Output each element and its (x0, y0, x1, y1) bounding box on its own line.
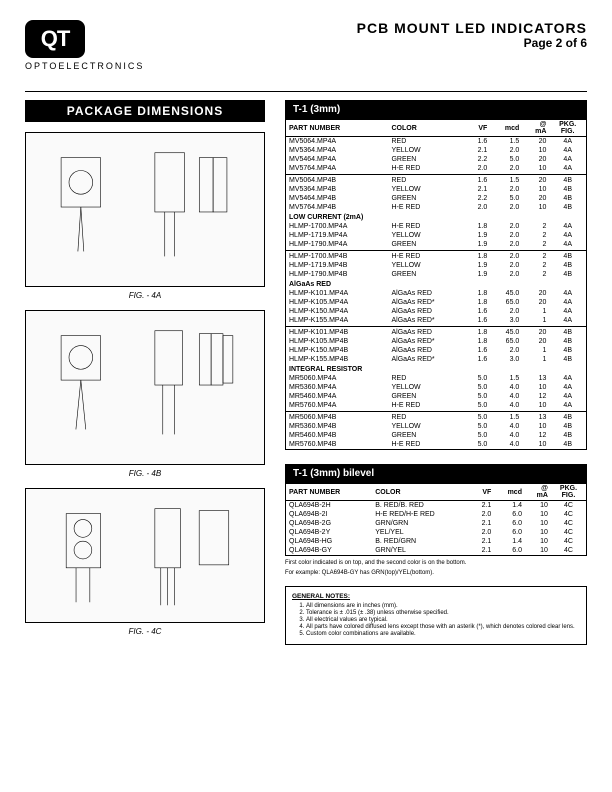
table-row: QLA694B-2HB. RED/B. RED2.11.4104C (286, 501, 587, 511)
figure-4b-drawing (26, 311, 264, 464)
table2: PART NUMBER COLOR VF mcd @mA PKG.FIG. QL… (285, 483, 587, 556)
package-dimensions-bar: PACKAGE DIMENSIONS (25, 100, 265, 122)
table2-title: T-1 (3mm) bilevel (285, 464, 587, 483)
figure-4b-box (25, 310, 265, 465)
th2-color: COLOR (372, 484, 470, 501)
table-row: HLMP-1700.MP4BH-E RED1.82.024B (286, 252, 587, 261)
page-number: Page 2 of 6 (357, 36, 587, 50)
table-row: MV5064.MP4ARED1.61.5204A (286, 137, 587, 147)
table-row: MR5460.MP4BGREEN5.04.0124B (286, 431, 587, 440)
table2-note2: For example: QLA694B-GY has GRN(top)/YEL… (285, 570, 587, 576)
table-row: MV5364.MP4AYELLOW2.12.0104A (286, 146, 587, 155)
table-row: MV5064.MP4BRED1.61.5204B (286, 176, 587, 185)
figure-4c-label: FIG. - 4C (25, 627, 265, 636)
table-row: MR5360.MP4AYELLOW5.04.0104A (286, 383, 587, 392)
table1: PART NUMBER COLOR VF mcd @mA PKG.FIG. MV… (285, 119, 587, 450)
table-row: HLMP-1790.MP4AGREEN1.92.024A (286, 240, 587, 249)
page-title: PCB MOUNT LED INDICATORS (357, 20, 587, 36)
figure-4c-drawing (26, 489, 264, 622)
table-row: HLMP-1790.MP4BGREEN1.92.024B (286, 270, 587, 279)
table-row: MV5764.MP4BH-E RED2.02.0104B (286, 203, 587, 212)
table-row: HLMP-K150.MP4AAlGaAs RED1.62.014A (286, 307, 587, 316)
section-header: LOW CURRENT (2mA) (286, 212, 587, 222)
note-item: All electrical values are typical. (306, 617, 580, 623)
th-ma: @mA (522, 120, 549, 137)
header-rule (25, 91, 587, 92)
th2-vf: VF (471, 484, 495, 501)
table2-note1: First color indicated is on top, and the… (285, 560, 587, 566)
table-row: HLMP-K105.MP4AAlGaAs RED*1.865.0204A (286, 298, 587, 307)
note-item: All dimensions are in inches (mm). (306, 603, 580, 609)
table-row: HLMP-1719.MP4BYELLOW1.92.024B (286, 261, 587, 270)
table-row: MV5764.MP4AH-E RED2.02.0104A (286, 164, 587, 173)
table-row: QLA694B-2YYEL/YEL2.06.0104C (286, 528, 587, 537)
table-row: MV5364.MP4BYELLOW2.12.0104B (286, 185, 587, 194)
th2-mcd: mcd (494, 484, 525, 501)
th2-pn: PART NUMBER (286, 484, 373, 501)
th2-fig: PKG.FIG. (551, 484, 587, 501)
table-row: HLMP-1700.MP4AH-E RED1.82.024A (286, 222, 587, 231)
table-row: MR5760.MP4BH-E RED5.04.0104B (286, 440, 587, 450)
logo: QT (25, 20, 85, 58)
table-row: HLMP-K101.MP4AAlGaAs RED1.845.0204A (286, 289, 587, 298)
table1-title: T-1 (3mm) (285, 100, 587, 119)
table-row: HLMP-1719.MP4AYELLOW1.92.024A (286, 231, 587, 240)
table-row: HLMP-K105.MP4BAlGaAs RED*1.865.0204B (286, 337, 587, 346)
note-item: Tolerance is ± .015 (± .38) unless other… (306, 610, 580, 616)
table-row: HLMP-K101.MP4BAlGaAs RED1.845.0204B (286, 328, 587, 337)
notes-title: GENERAL NOTES: (292, 593, 580, 600)
th-pn: PART NUMBER (286, 120, 389, 137)
th-mcd: mcd (490, 120, 522, 137)
table-row: MV5464.MP4AGREEN2.25.0204A (286, 155, 587, 164)
figure-4a-drawing (26, 133, 264, 286)
table-row: MR5760.MP4AH-E RED5.04.0104A (286, 401, 587, 410)
optoelectronics-label: OPTOELECTRONICS (25, 61, 144, 71)
table-row: MR5460.MP4AGREEN5.04.0124A (286, 392, 587, 401)
table-row: QLA694B-2GGRN/GRN2.16.0104C (286, 519, 587, 528)
table-row: MR5060.MP4ARED5.01.5134A (286, 374, 587, 383)
table-row: HLMP-K155.MP4AAlGaAs RED*1.63.014A (286, 316, 587, 325)
th-color: COLOR (388, 120, 465, 137)
th-fig: PKG.FIG. (549, 120, 586, 137)
table-row: QLA694B-2IH-E RED/H-E RED2.06.0104C (286, 510, 587, 519)
figure-4b-label: FIG. - 4B (25, 469, 265, 478)
section-header: AlGaAs RED (286, 279, 587, 289)
section-header: INTEGRAL RESISTOR (286, 364, 587, 374)
table-row: HLMP-K150.MP4BAlGaAs RED1.62.014B (286, 346, 587, 355)
table-row: MR5060.MP4BRED5.01.5134B (286, 413, 587, 422)
table-row: HLMP-K155.MP4BAlGaAs RED*1.63.014B (286, 355, 587, 364)
table-row: MV5464.MP4BGREEN2.25.0204B (286, 194, 587, 203)
table-row: QLA694B-GYGRN/YEL2.16.0104C (286, 546, 587, 556)
figure-4c-box (25, 488, 265, 623)
note-item: All parts have colored diffused lens exc… (306, 624, 580, 630)
figure-4a-label: FIG. - 4A (25, 291, 265, 300)
table-row: QLA694B-HGB. RED/GRN2.11.4104C (286, 537, 587, 546)
figure-4a-box (25, 132, 265, 287)
th-vf: VF (466, 120, 491, 137)
general-notes: GENERAL NOTES: All dimensions are in inc… (285, 586, 587, 645)
note-item: Custom color combinations are available. (306, 631, 580, 637)
table-row: MR5360.MP4BYELLOW5.04.0104B (286, 422, 587, 431)
th2-ma: @mA (525, 484, 551, 501)
